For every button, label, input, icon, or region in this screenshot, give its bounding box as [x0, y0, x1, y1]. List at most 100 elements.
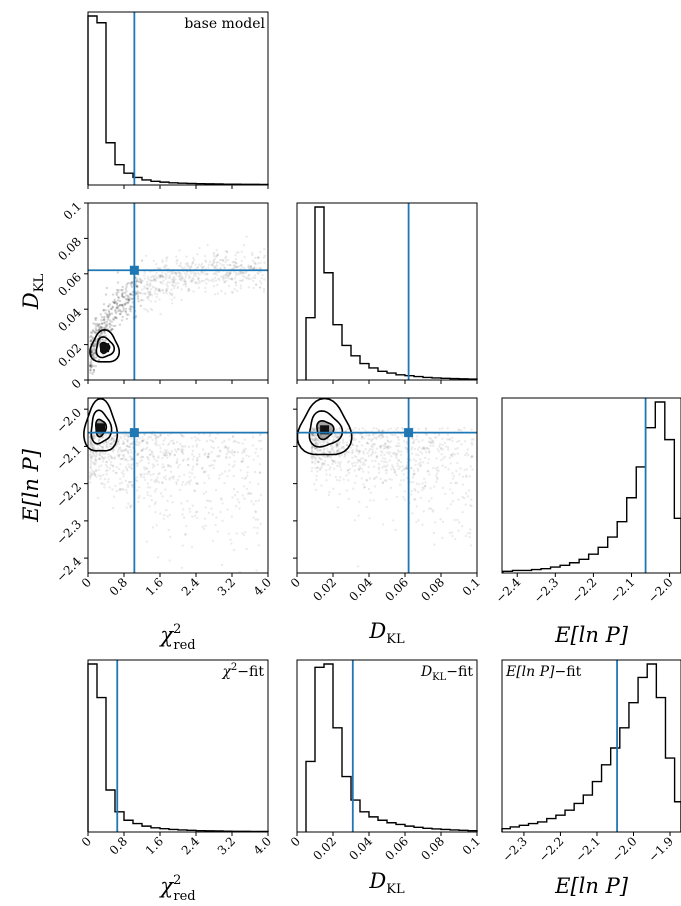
scatter-point	[397, 459, 400, 462]
scatter-point	[234, 271, 238, 275]
scatter-point	[368, 434, 371, 437]
scatter-point	[102, 442, 106, 445]
scatter-point	[117, 438, 121, 441]
scatter-point	[123, 291, 127, 295]
scatter-point	[178, 271, 181, 274]
scatter-point	[102, 473, 105, 477]
scatter-point	[376, 455, 379, 458]
scatter-point	[314, 443, 317, 446]
scatter-point	[209, 279, 213, 282]
scatter-point	[364, 459, 367, 462]
scatter-point	[458, 428, 461, 432]
xlabel-elnp: E[ln P]	[554, 623, 629, 647]
scatter-point	[399, 461, 403, 464]
scatter-point	[218, 258, 222, 262]
scatter-point	[170, 298, 173, 301]
scatter-point	[89, 440, 92, 443]
scatter-point	[192, 256, 195, 260]
scatter-point	[202, 470, 206, 473]
scatter-point	[161, 456, 164, 460]
scatter-point	[112, 495, 116, 498]
panel-elnp-chi2-xtick-label: 0	[79, 575, 94, 590]
scatter-point	[149, 276, 153, 279]
scatter-point	[351, 464, 355, 468]
scatter-point	[451, 472, 454, 475]
scatter-point	[176, 458, 179, 461]
scatter-point	[388, 451, 391, 454]
scatter-point	[114, 310, 117, 313]
scatter-point	[93, 331, 96, 334]
scatter-point	[451, 491, 454, 495]
scatter-point	[168, 452, 172, 455]
scatter-point	[176, 440, 179, 444]
scatter-point	[124, 298, 128, 301]
scatter-point	[261, 273, 264, 277]
scatter-point	[147, 458, 150, 461]
scatter-point	[146, 275, 150, 279]
scatter-point	[139, 441, 142, 444]
scatter-point	[405, 467, 408, 470]
scatter-point	[182, 458, 185, 461]
scatter-point	[322, 440, 325, 444]
scatter-point	[115, 302, 119, 306]
scatter-point	[424, 428, 428, 431]
scatter-point	[100, 464, 103, 467]
scatter-point	[165, 275, 168, 279]
scatter-point	[383, 479, 387, 482]
scatter-point	[100, 482, 103, 485]
scatter-point	[91, 336, 94, 339]
scatter-point	[123, 303, 126, 306]
scatter-point	[460, 429, 463, 432]
scatter-point	[112, 448, 115, 451]
scatter-point	[351, 443, 355, 447]
scatter-point	[338, 443, 341, 446]
scatter-point	[448, 438, 451, 441]
scatter-point	[126, 483, 129, 487]
scatter-point	[415, 505, 418, 508]
scatter-point	[100, 325, 104, 329]
scatter-point	[240, 259, 243, 263]
scatter-point	[148, 505, 151, 508]
scatter-point	[160, 274, 164, 277]
scatter-point	[137, 496, 140, 500]
scatter-point	[361, 427, 364, 430]
scatter-point	[186, 262, 189, 265]
scatter-point	[138, 494, 141, 498]
scatter-point	[385, 479, 388, 482]
scatter-point	[166, 515, 169, 518]
scatter-point	[190, 266, 193, 269]
scatter-point	[130, 451, 133, 454]
scatter-point	[191, 504, 194, 507]
scatter-point	[204, 278, 207, 281]
scatter-point	[386, 440, 390, 443]
scatter-point	[397, 438, 400, 441]
scatter-point	[89, 444, 92, 448]
scatter-point	[259, 286, 262, 289]
scatter-point	[246, 474, 249, 477]
scatter-point	[123, 435, 126, 438]
scatter-point	[182, 283, 185, 286]
fit-panel-2-xtick-label: −1.9	[646, 834, 677, 865]
scatter-point	[465, 451, 468, 455]
scatter-point	[242, 450, 245, 453]
fit-xlabel-0: χ2 red	[158, 873, 195, 904]
scatter-point	[242, 271, 245, 275]
scatter-point	[131, 281, 134, 284]
scatter-point	[194, 263, 197, 266]
scatter-point	[128, 445, 131, 449]
scatter-point	[338, 455, 341, 458]
scatter-point	[367, 471, 370, 474]
scatter-point	[183, 278, 186, 281]
scatter-point	[135, 280, 138, 283]
scatter-point	[195, 481, 198, 485]
scatter-point	[119, 312, 122, 316]
scatter-point	[90, 350, 93, 354]
scatter-point	[255, 283, 258, 287]
scatter-point	[312, 434, 315, 437]
scatter-point	[166, 499, 169, 503]
scatter-point	[112, 439, 116, 442]
scatter-point	[161, 276, 165, 279]
scatter-point	[372, 499, 375, 502]
scatter-point	[238, 441, 241, 445]
fit-xlabel-2: E[ln P]	[554, 874, 629, 898]
